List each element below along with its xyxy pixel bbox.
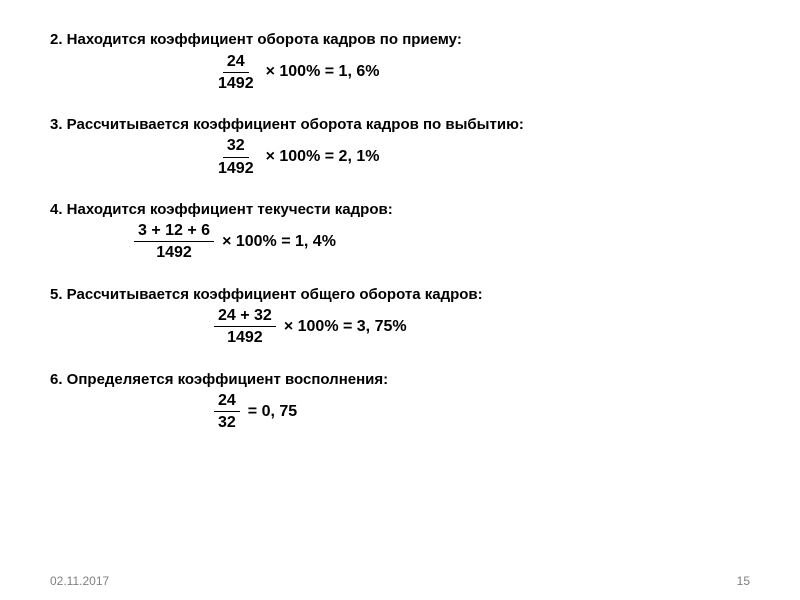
section-heading: 6. Определяется коэффициент восполнения: — [50, 370, 750, 390]
formula-tail: × 100% = 1, 4% — [222, 233, 336, 251]
section-5: 5. Рассчитывается коэффициент общего обо… — [50, 285, 750, 348]
fraction: 24 + 32 1492 — [214, 306, 276, 347]
formula-tail: × 100% = 2, 1% — [266, 148, 380, 166]
section-4: 4. Находится коэффициент текучести кадро… — [50, 200, 750, 263]
fraction: 24 32 — [214, 391, 240, 432]
denominator: 1492 — [223, 327, 267, 347]
section-heading: 4. Находится коэффициент текучести кадро… — [50, 200, 750, 220]
fraction: 3 + 12 + 6 1492 — [134, 221, 214, 262]
section-2: 2. Находится коэффициент оборота кадров … — [50, 30, 750, 93]
section-heading: 2. Находится коэффициент оборота кадров … — [50, 30, 750, 50]
numerator: 3 + 12 + 6 — [134, 221, 214, 242]
footer-page-number: 15 — [737, 574, 750, 588]
section-heading: 3. Рассчитывается коэффициент оборота ка… — [50, 115, 750, 135]
formula-tail: × 100% = 3, 75% — [284, 318, 407, 336]
numerator: 24 + 32 — [214, 306, 276, 327]
formula: 24 1492 × 100% = 1, 6% — [50, 52, 750, 93]
section-6: 6. Определяется коэффициент восполнения:… — [50, 370, 750, 433]
formula: 32 1492 × 100% = 2, 1% — [50, 136, 750, 177]
formula: 3 + 12 + 6 1492 × 100% = 1, 4% — [50, 221, 750, 262]
formula: 24 + 32 1492 × 100% = 3, 75% — [50, 306, 750, 347]
formula: 24 32 = 0, 75 — [50, 391, 750, 432]
denominator: 1492 — [214, 73, 258, 93]
fraction: 24 1492 — [214, 52, 258, 93]
denominator: 1492 — [152, 242, 196, 262]
numerator: 32 — [223, 136, 249, 157]
fraction: 32 1492 — [214, 136, 258, 177]
numerator: 24 — [223, 52, 249, 73]
formula-tail: × 100% = 1, 6% — [266, 63, 380, 81]
formula-tail: = 0, 75 — [248, 403, 297, 421]
denominator: 1492 — [214, 158, 258, 178]
section-3: 3. Рассчитывается коэффициент оборота ка… — [50, 115, 750, 178]
denominator: 32 — [214, 412, 240, 432]
section-heading: 5. Рассчитывается коэффициент общего обо… — [50, 285, 750, 305]
numerator: 24 — [214, 391, 240, 412]
footer-date: 02.11.2017 — [50, 574, 109, 588]
page-footer: 02.11.2017 15 — [50, 574, 750, 588]
